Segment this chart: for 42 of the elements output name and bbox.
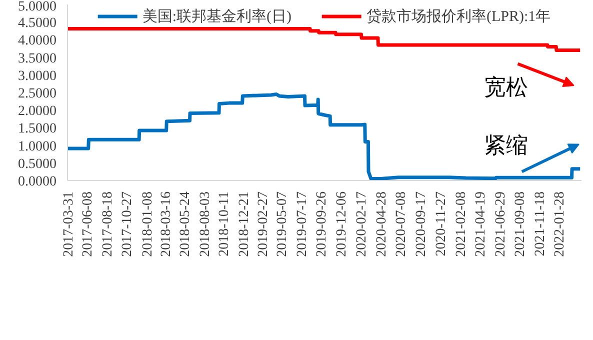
y-tick-label: 0.5000	[18, 156, 56, 172]
x-tick-label: 2020-07-08	[394, 191, 410, 257]
y-tick-label: 5.0000	[18, 0, 56, 14]
x-tick-label: 2017-10-27	[120, 191, 135, 257]
x-tick-label: 2022-01-28	[552, 191, 568, 257]
x-tick-label: 2017-06-08	[80, 191, 96, 257]
annotation: 宽松	[484, 74, 528, 100]
y-tick-label: 0.0000	[18, 174, 56, 190]
x-tick-label: 2018-10-11	[217, 191, 232, 256]
x-tick-label: 2018-05-24	[178, 191, 194, 257]
y-tick-label: 4.5000	[18, 16, 56, 32]
x-tick-label: 2019-12-06	[334, 191, 350, 257]
x-tick-label: 2020-02-17	[354, 191, 370, 257]
y-tick-label: 2.0000	[18, 104, 56, 120]
x-tick-label: 2019-09-26	[314, 191, 330, 257]
x-tick-label: 2017-08-18	[100, 191, 116, 257]
annotation: 紧缩	[484, 132, 528, 158]
x-tick-label: 2021-09-08	[513, 191, 528, 257]
y-tick-label: 3.0000	[18, 68, 56, 84]
x-tick-label: 2019-07-17	[294, 191, 310, 257]
x-tick-label: 2021-06-29	[493, 191, 508, 257]
y-tick-label: 2.5000	[18, 86, 56, 102]
y-tick-label: 4.0000	[18, 34, 56, 49]
x-tick-label: 2020-11-27	[434, 191, 449, 256]
legend-label: 贷款市场报价利率(LPR):1年	[366, 7, 551, 26]
y-tick-label: 3.5000	[18, 51, 56, 66]
x-tick-label: 2020-09-17	[414, 191, 430, 257]
y-tick-label: 1.0000	[18, 139, 56, 154]
x-tick-label: 2018-03-16	[158, 191, 174, 257]
x-tick-label: 2021-04-19	[474, 191, 489, 257]
line-series	[68, 27, 582, 52]
x-tick-label: 2017-03-31	[62, 191, 76, 257]
x-tick-label: 2021-11-18	[532, 191, 548, 256]
legend-label: 美国:联邦基金利率(日)	[142, 7, 292, 26]
x-tick-label: 2018-12-21	[236, 191, 252, 257]
x-tick-label: 2018-08-03	[198, 191, 213, 257]
x-tick-label: 2019-05-07	[275, 191, 290, 257]
x-tick-label: 2018-01-08	[140, 191, 156, 257]
y-tick-label: 1.5000	[18, 122, 56, 137]
x-tick-label: 2020-04-28	[374, 191, 390, 257]
x-tick-label: 2021-02-08	[454, 191, 470, 257]
x-tick-label: 2019-02-27	[256, 191, 271, 257]
